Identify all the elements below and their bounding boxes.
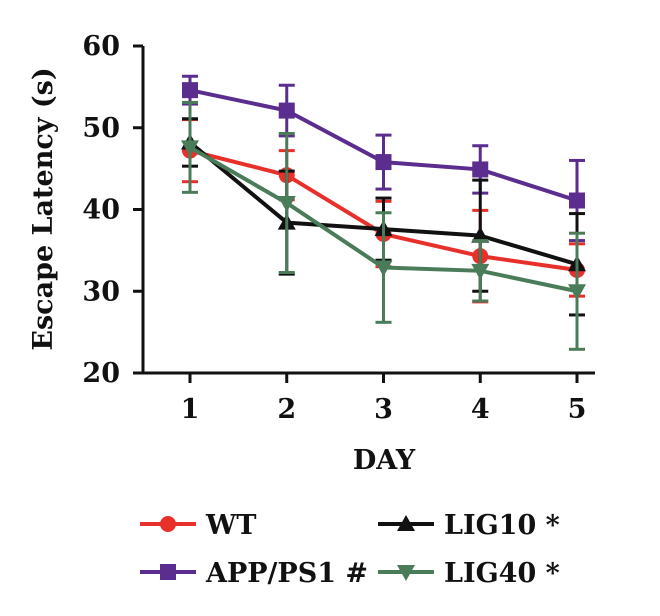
legend-entry: WT [140, 510, 256, 541]
data-point [278, 102, 295, 119]
data-point [277, 195, 296, 212]
data-point [181, 140, 199, 157]
y-tick-label: 60 [82, 31, 120, 62]
data-point [375, 154, 392, 171]
series-4 [181, 100, 586, 351]
y-tick-label: 30 [82, 276, 120, 307]
y-tick-label: 20 [82, 358, 120, 389]
x-tick-label: 1 [181, 394, 200, 425]
data-point [472, 161, 489, 178]
legend-label: LIG10 * [444, 510, 560, 541]
legend-marker [160, 516, 176, 532]
legend-entry: LIG40 * [378, 558, 560, 589]
legend-marker [397, 515, 415, 531]
x-tick-label: 2 [277, 394, 296, 425]
x-axis-title: DAY [353, 445, 416, 476]
legend-label: WT [205, 510, 256, 541]
data-point [471, 263, 490, 280]
legend-label: LIG40 * [444, 558, 560, 589]
legend: WT APP/PS1 # LIG10 * LIG40 * [140, 510, 560, 589]
y-ticks: 20 30 40 50 60 [82, 31, 143, 389]
x-tick-label: 5 [568, 394, 587, 425]
y-tick-label: 40 [82, 195, 120, 226]
data-point [374, 260, 393, 277]
legend-entry: APP/PS1 # [140, 558, 368, 589]
data-point [471, 226, 490, 243]
x-tick-label: 4 [471, 394, 490, 425]
data-point [182, 82, 198, 99]
x-tick-label: 3 [374, 394, 393, 425]
y-axis-title: Escape Latency (s) [28, 67, 59, 350]
legend-marker [160, 564, 176, 580]
plot-area [181, 74, 586, 351]
legend-label: APP/PS1 # [205, 558, 368, 589]
legend-entry: LIG10 * [378, 510, 560, 541]
data-point [569, 192, 585, 209]
x-ticks: 1 2 3 4 5 [181, 373, 587, 425]
data-point [568, 284, 586, 301]
y-tick-label: 50 [82, 113, 120, 144]
legend-marker [397, 565, 415, 581]
